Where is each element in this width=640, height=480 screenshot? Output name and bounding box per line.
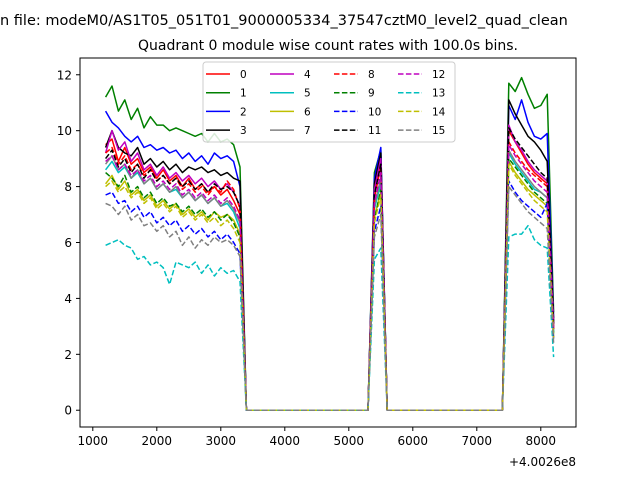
series-line-13 [105,224,555,411]
x-axis: 1000 2000 3000 4000 5000 6000 7000 8000 [78,427,557,448]
legend-label-12: 12 [432,69,445,81]
legend-label-7: 7 [304,125,311,137]
legend-label-2: 2 [240,106,247,118]
series-line-15 [105,185,555,411]
legend-label-9: 9 [368,88,375,100]
series-line-10 [105,180,555,411]
x-tick-label: 6000 [398,434,429,448]
series-line-0 [105,129,555,411]
series-line-6 [105,160,555,411]
series-line-7 [105,149,555,411]
series-line-3 [104,99,555,411]
legend-label-1: 1 [240,88,247,100]
x-tick-label: 5000 [334,434,365,448]
legend-label-4: 4 [304,69,311,81]
legend-label-0: 0 [240,69,247,81]
series-line-5 [105,152,555,411]
legend-label-15: 15 [432,125,445,137]
series-line-14 [105,163,555,411]
series-line-8 [105,141,555,411]
series-line-11 [105,127,555,411]
y-tick-label: 0 [64,404,72,418]
series-line-12 [105,143,555,411]
y-tick-label: 10 [57,124,72,138]
legend-label-3: 3 [240,125,247,137]
y-tick-label: 2 [64,348,72,362]
x-tick-label: 2000 [142,434,173,448]
legend-label-8: 8 [368,69,375,81]
series-line-2 [104,99,555,411]
y-tick-label: 8 [64,180,72,194]
plot-area [79,57,577,428]
y-axis: 0 2 4 6 8 10 12 [57,68,80,418]
x-tick-label: 7000 [462,434,493,448]
x-tick-label: 3000 [206,434,237,448]
x-tick-label: 4000 [270,434,301,448]
chart-title: Quadrant 0 module wise count rates with … [138,38,518,54]
legend-label-6: 6 [304,106,311,118]
y-tick-label: 4 [64,292,72,306]
x-tick-label: 8000 [526,434,557,448]
series-layer [104,76,555,411]
y-tick-label: 6 [64,236,72,250]
x-axis-offset-label: +4.0026e8 [509,455,576,469]
series-line-9 [105,157,555,411]
legend-label-11: 11 [368,125,381,137]
legend-label-13: 13 [432,88,445,100]
legend-label-14: 14 [432,106,446,118]
file-title: n file: modeM0/AS1T05_051T01_9000005334_… [0,13,568,29]
x-tick-label: 1000 [78,434,109,448]
legend-label-10: 10 [368,106,381,118]
legend-frame [202,61,456,143]
y-tick-label: 12 [57,68,72,82]
legend-label-5: 5 [304,88,311,100]
